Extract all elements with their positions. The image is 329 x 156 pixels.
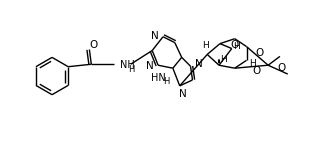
Text: H: H (220, 55, 227, 64)
Text: N: N (194, 59, 202, 69)
Text: HN: HN (151, 73, 165, 83)
Text: N: N (146, 61, 154, 71)
Text: O: O (231, 40, 239, 50)
Text: N: N (179, 89, 187, 99)
Text: H: H (202, 41, 209, 50)
Text: H: H (163, 77, 169, 86)
Text: O: O (252, 66, 261, 76)
Text: NH: NH (120, 60, 135, 70)
Text: N: N (151, 31, 159, 41)
Text: H: H (128, 65, 135, 74)
Text: O: O (89, 40, 97, 50)
Text: H: H (249, 59, 256, 68)
Text: O: O (255, 49, 264, 58)
Text: H: H (233, 42, 240, 51)
Text: O: O (278, 63, 286, 73)
